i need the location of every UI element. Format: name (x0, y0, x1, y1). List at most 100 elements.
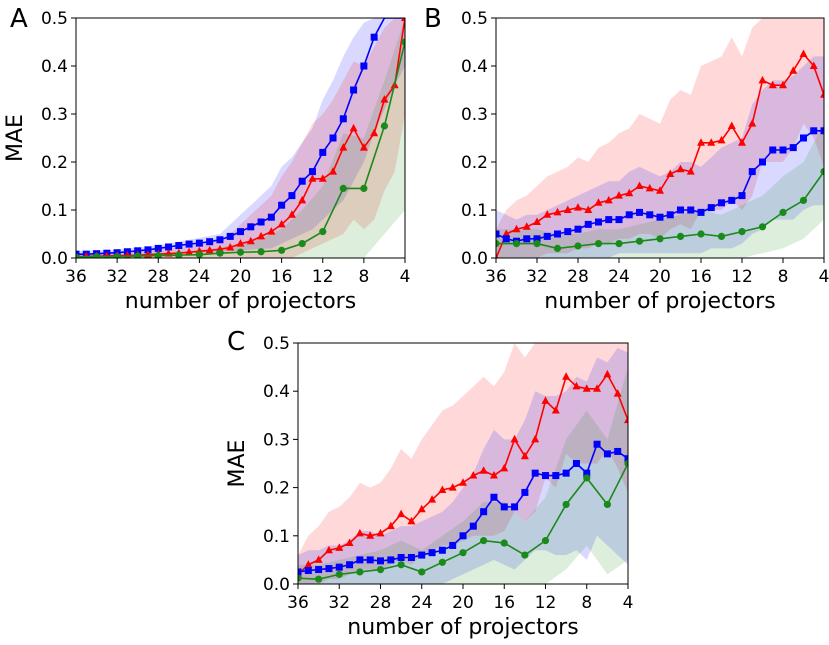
data-point-red (522, 222, 531, 230)
data-point-blue (728, 196, 736, 204)
data-point-red (799, 49, 808, 57)
data-point-red (355, 528, 364, 537)
data-point-red (656, 186, 664, 194)
x-tick-label: 24 (411, 593, 433, 613)
data-point-red (768, 80, 777, 89)
y-axis-label: MAE (3, 114, 28, 162)
data-point-blue (636, 208, 643, 216)
data-point-blue (605, 216, 613, 224)
plot-area (76, 18, 405, 258)
y-tick-label: 0.3 (263, 430, 290, 450)
data-point-green (335, 570, 343, 578)
data-point-blue (226, 232, 234, 240)
x-tick-label: 4 (623, 593, 634, 613)
data-point-green (496, 240, 500, 248)
data-point-blue (574, 225, 582, 233)
data-point-green (216, 249, 224, 257)
data-point-green (521, 551, 529, 559)
data-point-blue (154, 244, 162, 252)
data-point-red (469, 471, 478, 479)
data-point-blue (298, 177, 306, 185)
data-point-blue (298, 568, 302, 576)
data-point-blue (800, 134, 807, 142)
data-point-red (603, 369, 612, 378)
y-tick-label: 0.0 (41, 249, 68, 269)
data-point-blue (346, 561, 354, 569)
data-point-green (799, 196, 808, 204)
data-point-green (697, 230, 705, 238)
data-point-blue (603, 450, 611, 458)
data-point-red (512, 224, 521, 233)
panel-letter: C (227, 327, 245, 357)
data-point-green (236, 248, 245, 256)
data-point-blue (319, 148, 327, 156)
data-point-red (205, 245, 214, 254)
data-point-blue (377, 557, 384, 565)
data-point-red (329, 167, 338, 175)
data-point-blue (370, 33, 378, 41)
band-green (298, 367, 628, 584)
data-point-red (318, 174, 327, 182)
data-point-red (697, 138, 705, 146)
data-point-green (480, 537, 488, 545)
data-point-blue (572, 460, 580, 467)
data-point-blue (449, 541, 457, 549)
data-point-red (645, 183, 654, 192)
data-point-blue (748, 168, 756, 176)
x-tick-label: 24 (189, 267, 211, 287)
data-point-red (543, 210, 552, 218)
data-point-red (339, 143, 348, 151)
data-point-green (175, 251, 183, 258)
data-point-green (615, 240, 623, 248)
data-point-blue (583, 469, 591, 477)
data-point-red (531, 434, 540, 443)
data-point-red (779, 80, 787, 89)
band-red (76, 18, 405, 258)
panel-letter: B (424, 4, 442, 34)
data-point-blue (666, 211, 674, 219)
data-point-red (308, 174, 317, 182)
data-point-red (572, 381, 581, 390)
data-point-red (574, 203, 582, 211)
x-tick-label: 28 (370, 593, 392, 613)
data-point-green (438, 558, 446, 566)
data-point-green (459, 549, 467, 557)
y-tick-label: 0.0 (461, 249, 488, 269)
data-point-blue (523, 235, 531, 243)
data-point-red (500, 463, 509, 472)
data-point-blue (304, 567, 312, 575)
data-point-blue (397, 553, 405, 561)
x-tick-label: 36 (287, 593, 309, 613)
panel-letter: A (10, 4, 28, 34)
data-point-green (278, 246, 286, 254)
data-point-blue (810, 127, 818, 135)
x-tick-label: 28 (567, 267, 589, 287)
x-tick-label: 20 (230, 267, 252, 287)
panel-b: 36 32 28 24 20 16 12 8 4 0.0 0.1 0.2 0.3 0.4 0.5 number… (424, 4, 829, 314)
data-point-green (257, 248, 265, 256)
data-point-blue (646, 211, 654, 219)
data-point-red (287, 210, 296, 218)
data-point-red (584, 205, 593, 213)
y-tick-label: 0.0 (263, 575, 290, 595)
data-point-blue (496, 230, 500, 238)
data-point-red (738, 138, 746, 146)
y-tick-label: 0.5 (461, 9, 488, 29)
data-point-red (562, 372, 571, 380)
data-point-green (738, 228, 746, 236)
data-point-red (359, 143, 368, 151)
band-blue (298, 347, 628, 584)
data-point-blue (438, 546, 446, 554)
panel-c: 36 32 28 24 20 16 12 8 4 0.0 0.1 0.2 0.3 0.4 0.5 number… (225, 327, 633, 640)
x-tick-label: 12 (312, 267, 334, 287)
data-point-red (277, 219, 286, 228)
x-tick-label: 16 (690, 267, 712, 287)
data-point-blue (308, 168, 316, 176)
data-point-red (541, 396, 550, 404)
data-point-green (401, 38, 405, 46)
data-point-red (613, 389, 622, 397)
data-point-blue (614, 447, 622, 455)
data-point-green (92, 252, 101, 258)
